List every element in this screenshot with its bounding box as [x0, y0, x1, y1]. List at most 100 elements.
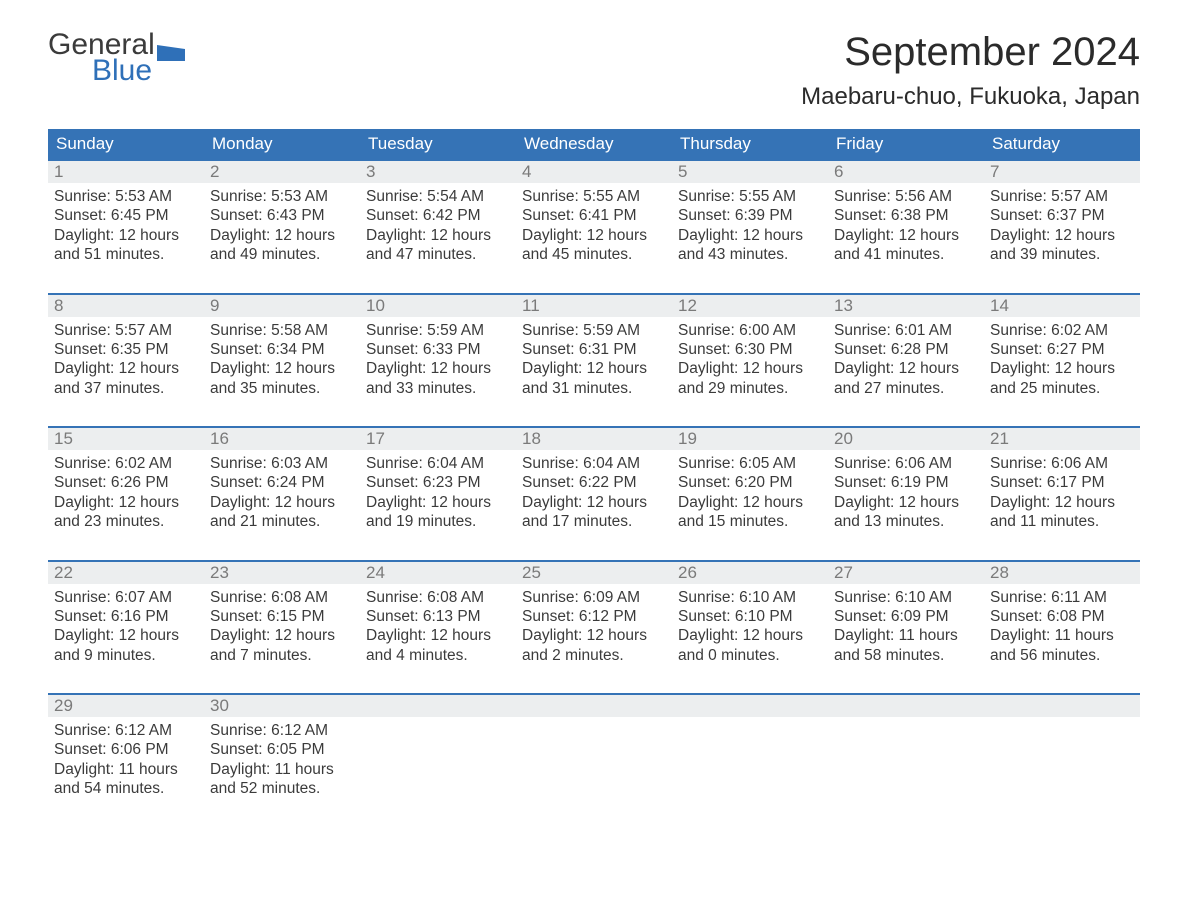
calendar-cell: 29Sunrise: 6:12 AMSunset: 6:06 PMDayligh…	[48, 694, 204, 827]
sunrise-value: 6:04 AM	[427, 455, 484, 472]
daylight-hours: 12	[431, 227, 448, 244]
day-body	[672, 717, 828, 787]
sunrise-line: Sunrise: 6:08 AM	[210, 588, 354, 607]
sunrise-line: Sunrise: 5:57 AM	[990, 187, 1134, 206]
sunrise-value: 6:08 AM	[271, 589, 328, 606]
sunrise-value: 6:03 AM	[271, 455, 328, 472]
location-text: Maebaru-chuo, Fukuoka, Japan	[801, 83, 1140, 111]
daylight-hours: 12	[119, 227, 136, 244]
day-body: Sunrise: 5:59 AMSunset: 6:33 PMDaylight:…	[360, 317, 516, 427]
title-block: September 2024 Maebaru-chuo, Fukuoka, Ja…	[801, 30, 1140, 111]
sunset-value: 6:05 PM	[267, 741, 325, 758]
sunset-value: 6:09 PM	[891, 608, 949, 625]
sunrise-line: Sunrise: 6:12 AM	[210, 721, 354, 740]
weekday-header: Monday	[204, 129, 360, 160]
day-number: 13	[828, 295, 984, 317]
sunset-line: Sunset: 6:05 PM	[210, 740, 354, 759]
daylight-line: Daylight: 12 hours and 17 minutes.	[522, 493, 666, 532]
daylight-hours: 12	[587, 360, 604, 377]
sunrise-value: 6:12 AM	[271, 722, 328, 739]
day-body: Sunrise: 5:55 AMSunset: 6:39 PMDaylight:…	[672, 183, 828, 293]
day-number: 11	[516, 295, 672, 317]
sunrise-line: Sunrise: 6:08 AM	[366, 588, 510, 607]
sunset-line: Sunset: 6:08 PM	[990, 607, 1134, 626]
sunrise-line: Sunrise: 6:10 AM	[678, 588, 822, 607]
daylight-line: Daylight: 12 hours and 41 minutes.	[834, 226, 978, 265]
day-number: 20	[828, 428, 984, 450]
sunrise-line: Sunrise: 5:53 AM	[210, 187, 354, 206]
sunrise-value: 5:55 AM	[583, 188, 640, 205]
day-body: Sunrise: 5:59 AMSunset: 6:31 PMDaylight:…	[516, 317, 672, 427]
sunrise-line: Sunrise: 6:06 AM	[834, 454, 978, 473]
sunrise-value: 6:06 AM	[895, 455, 952, 472]
sunset-line: Sunset: 6:22 PM	[522, 473, 666, 492]
sunset-line: Sunset: 6:20 PM	[678, 473, 822, 492]
sunrise-value: 5:58 AM	[271, 322, 328, 339]
calendar-cell	[828, 694, 984, 827]
day-number: 25	[516, 562, 672, 584]
daylight-hours: 12	[743, 627, 760, 644]
sunrise-value: 6:10 AM	[895, 589, 952, 606]
sunset-value: 6:26 PM	[111, 474, 169, 491]
daylight-line: Daylight: 12 hours and 49 minutes.	[210, 226, 354, 265]
sunrise-line: Sunrise: 5:55 AM	[522, 187, 666, 206]
weekday-header: Wednesday	[516, 129, 672, 160]
day-number: 15	[48, 428, 204, 450]
day-number: 28	[984, 562, 1140, 584]
daylight-minutes: 51	[84, 246, 101, 263]
sunset-value: 6:45 PM	[111, 207, 169, 224]
sunset-value: 6:38 PM	[891, 207, 949, 224]
daylight-line: Daylight: 12 hours and 29 minutes.	[678, 359, 822, 398]
sunset-line: Sunset: 6:15 PM	[210, 607, 354, 626]
day-body	[360, 717, 516, 787]
day-body: Sunrise: 6:00 AMSunset: 6:30 PMDaylight:…	[672, 317, 828, 427]
day-number: 7	[984, 161, 1140, 183]
daylight-minutes: 54	[84, 780, 101, 797]
daylight-line: Daylight: 12 hours and 13 minutes.	[834, 493, 978, 532]
calendar-cell: 8Sunrise: 5:57 AMSunset: 6:35 PMDaylight…	[48, 294, 204, 428]
day-body: Sunrise: 6:06 AMSunset: 6:19 PMDaylight:…	[828, 450, 984, 560]
sunset-value: 6:41 PM	[579, 207, 637, 224]
day-number: 2	[204, 161, 360, 183]
day-number	[672, 695, 828, 717]
daylight-hours: 12	[431, 494, 448, 511]
calendar-cell: 22Sunrise: 6:07 AMSunset: 6:16 PMDayligh…	[48, 561, 204, 695]
calendar-cell: 18Sunrise: 6:04 AMSunset: 6:22 PMDayligh…	[516, 427, 672, 561]
sunrise-value: 5:57 AM	[115, 322, 172, 339]
day-number	[828, 695, 984, 717]
sunset-line: Sunset: 6:33 PM	[366, 340, 510, 359]
calendar-cell: 6Sunrise: 5:56 AMSunset: 6:38 PMDaylight…	[828, 160, 984, 294]
sunrise-value: 6:07 AM	[115, 589, 172, 606]
sunrise-line: Sunrise: 5:59 AM	[366, 321, 510, 340]
sunrise-line: Sunrise: 6:05 AM	[678, 454, 822, 473]
page-header: General Blue September 2024 Maebaru-chuo…	[48, 30, 1140, 111]
daylight-line: Daylight: 12 hours and 45 minutes.	[522, 226, 666, 265]
calendar-cell: 26Sunrise: 6:10 AMSunset: 6:10 PMDayligh…	[672, 561, 828, 695]
daylight-hours: 12	[743, 227, 760, 244]
daylight-minutes: 47	[396, 246, 413, 263]
sunrise-line: Sunrise: 6:02 AM	[54, 454, 198, 473]
sunrise-line: Sunrise: 6:07 AM	[54, 588, 198, 607]
weekday-header: Saturday	[984, 129, 1140, 160]
daylight-hours: 12	[743, 360, 760, 377]
sunset-line: Sunset: 6:16 PM	[54, 607, 198, 626]
calendar-cell: 13Sunrise: 6:01 AMSunset: 6:28 PMDayligh…	[828, 294, 984, 428]
day-number: 10	[360, 295, 516, 317]
daylight-line: Daylight: 12 hours and 33 minutes.	[366, 359, 510, 398]
day-number: 6	[828, 161, 984, 183]
calendar-week: 8Sunrise: 5:57 AMSunset: 6:35 PMDaylight…	[48, 294, 1140, 428]
daylight-hours: 12	[1055, 360, 1072, 377]
daylight-line: Daylight: 11 hours and 52 minutes.	[210, 760, 354, 799]
daylight-minutes: 56	[1020, 647, 1037, 664]
daylight-minutes: 49	[240, 246, 257, 263]
day-number: 3	[360, 161, 516, 183]
sunset-line: Sunset: 6:09 PM	[834, 607, 978, 626]
daylight-minutes: 15	[708, 513, 725, 530]
daylight-hours: 12	[119, 627, 136, 644]
sunrise-line: Sunrise: 5:58 AM	[210, 321, 354, 340]
day-number: 4	[516, 161, 672, 183]
day-number: 18	[516, 428, 672, 450]
daylight-line: Daylight: 12 hours and 43 minutes.	[678, 226, 822, 265]
day-number: 5	[672, 161, 828, 183]
sunrise-value: 6:05 AM	[739, 455, 796, 472]
